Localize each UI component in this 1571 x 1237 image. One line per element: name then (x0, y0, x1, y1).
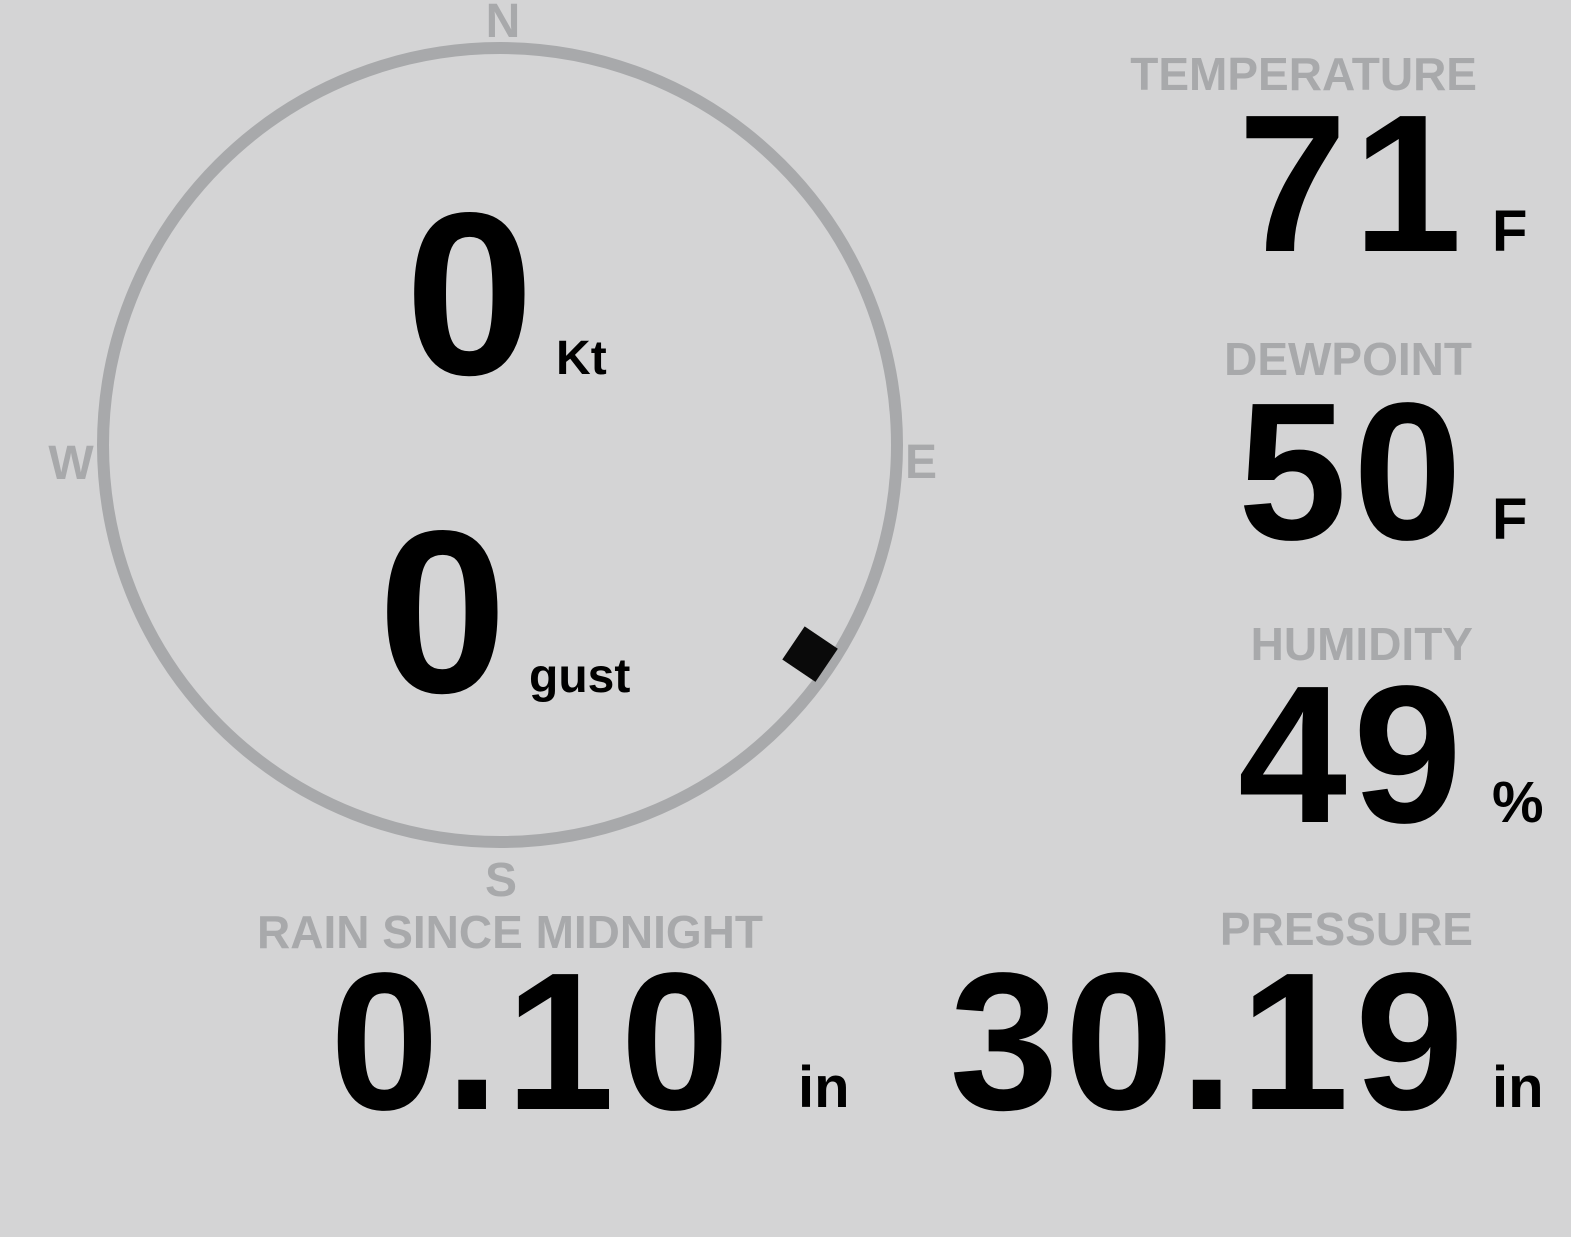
temperature-label: TEMPERATURE (1130, 48, 1477, 100)
wind-gust-value: 0 (378, 483, 514, 742)
pressure-label: PRESSURE (1219, 903, 1473, 955)
wind-speed-unit: Kt (556, 332, 607, 385)
rain-value: 0.10 (330, 932, 736, 1151)
temperature-unit: F (1492, 199, 1528, 264)
pressure-unit: in (1492, 1055, 1544, 1120)
humidity-value: 49 (1237, 645, 1468, 864)
dewpoint-value: 50 (1237, 362, 1468, 581)
wind-speed-value: 0 (405, 165, 541, 424)
compass-label-north: N (485, 0, 521, 48)
humidity-unit: % (1492, 770, 1544, 835)
wind-gust: 0 gust (378, 497, 630, 729)
dewpoint-label: DEWPOINT (1224, 333, 1472, 385)
dewpoint-unit: F (1492, 487, 1528, 552)
compass-label-east: E (904, 436, 938, 489)
temperature-value: 71 (1237, 74, 1468, 293)
pressure-value: 30.19 (949, 932, 1470, 1151)
rain-unit: in (798, 1055, 850, 1120)
compass-label-west: W (48, 437, 94, 490)
compass-label-south: S (484, 854, 518, 907)
rain-label: RAIN SINCE MIDNIGHT (257, 906, 763, 958)
wind-gust-unit: gust (529, 650, 631, 703)
humidity-label: HUMIDITY (1250, 618, 1473, 670)
wind-speed: 0 Kt (405, 179, 607, 411)
